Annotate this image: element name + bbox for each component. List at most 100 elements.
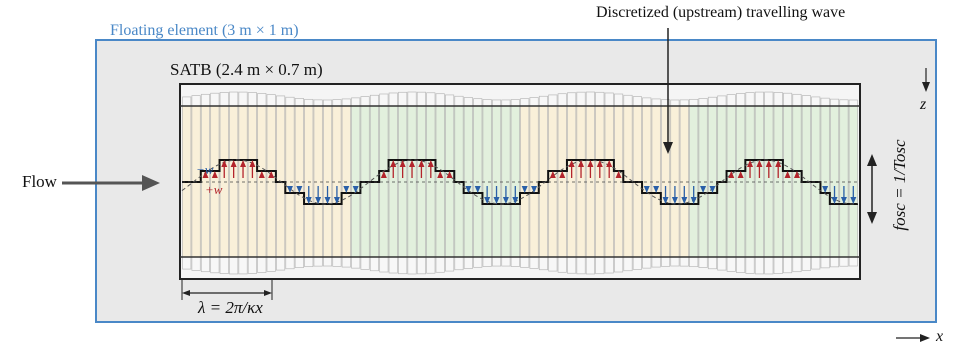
- velocity-arrowhead: [409, 160, 416, 167]
- velocity-arrowhead: [399, 160, 406, 167]
- slat: [407, 91, 417, 275]
- velocity-arrowhead: [559, 171, 566, 178]
- slat: [435, 93, 445, 273]
- slat: [792, 93, 802, 273]
- wavelength-bracket: [181, 278, 273, 300]
- velocity-arrowhead: [587, 160, 594, 167]
- velocity-arrowhead: [240, 160, 247, 167]
- slat: [595, 91, 605, 275]
- velocity-arrowhead: [775, 160, 782, 167]
- slat: [557, 93, 567, 273]
- velocity-arrowhead: [380, 171, 387, 178]
- slat: [322, 99, 333, 267]
- velocity-arrowhead: [728, 171, 735, 178]
- velocity-arrowhead: [305, 197, 312, 204]
- velocity-arrowhead: [643, 186, 650, 193]
- wave-label: Discretized (upstream) travelling wave: [596, 4, 846, 21]
- slat: [210, 92, 220, 274]
- velocity-arrowhead: [531, 186, 538, 193]
- velocity-arrowhead: [352, 186, 359, 193]
- velocity-arrowhead: [230, 160, 237, 167]
- velocity-arrowhead: [709, 186, 716, 193]
- velocity-arrowhead: [662, 197, 669, 204]
- velocity-arrowhead: [568, 160, 575, 167]
- slat: [313, 99, 323, 267]
- velocity-arrowhead: [427, 160, 434, 167]
- slat: [379, 93, 389, 273]
- velocity-arrowhead: [296, 186, 303, 193]
- slat: [848, 99, 858, 267]
- slat: [238, 91, 248, 275]
- slat: [351, 97, 361, 269]
- slat: [219, 92, 229, 274]
- velocity-arrowhead: [596, 160, 603, 167]
- velocity-arrowhead: [578, 160, 585, 167]
- velocity-arrowhead: [268, 171, 275, 178]
- slat: [764, 91, 774, 275]
- slat: [726, 94, 736, 272]
- slat: [266, 94, 276, 272]
- slat: [745, 92, 755, 274]
- slat: [229, 91, 239, 275]
- slat: [773, 92, 783, 274]
- velocity-arrowhead: [521, 186, 528, 193]
- velocity-arrowhead: [333, 197, 340, 204]
- velocity-arrows: [202, 160, 857, 204]
- plus-w-label: +w: [205, 182, 223, 197]
- slat: [257, 93, 267, 273]
- slat: [689, 98, 699, 268]
- slat: [660, 99, 671, 267]
- velocity-arrowhead: [211, 171, 218, 178]
- slat: [520, 98, 530, 268]
- velocity-arrowhead: [465, 186, 472, 193]
- slat: [548, 94, 558, 272]
- slat: [642, 97, 652, 269]
- slat: [754, 91, 764, 275]
- slat: [585, 91, 595, 275]
- flow-label: Flow: [22, 172, 57, 191]
- velocity-arrowhead: [747, 160, 754, 167]
- velocity-arrowhead: [390, 160, 397, 167]
- velocity-arrowhead: [615, 171, 622, 178]
- slat: [829, 98, 840, 268]
- velocity-arrowhead: [512, 197, 519, 204]
- slat: [614, 93, 624, 273]
- velocity-arrowhead: [258, 171, 265, 178]
- velocity-arrowhead: [822, 186, 829, 193]
- slat: [651, 98, 661, 268]
- slat: [670, 99, 680, 267]
- slat: [332, 99, 342, 267]
- slat: [304, 98, 314, 268]
- velocity-arrowhead: [756, 160, 763, 167]
- slat: [341, 98, 351, 268]
- slat: [707, 96, 718, 270]
- slat: [576, 91, 586, 275]
- z-axis-label: z: [920, 96, 927, 113]
- minus-w-label: −w: [196, 162, 214, 177]
- velocity-arrowhead: [700, 186, 707, 193]
- slat: [567, 92, 577, 274]
- slat: [510, 99, 520, 267]
- slat: [473, 98, 483, 268]
- slat: [463, 97, 473, 269]
- velocity-arrowhead: [324, 197, 331, 204]
- velocity-arrowhead: [446, 171, 453, 178]
- velocity-arrowhead: [484, 197, 491, 204]
- wave-callout-arrow: [663, 28, 673, 154]
- flow-arrow: [62, 175, 160, 191]
- x-axis-arrow: [896, 334, 930, 342]
- velocity-arrowhead: [831, 197, 838, 204]
- velocity-arrowhead: [474, 186, 481, 193]
- wave-step-line: [182, 159, 858, 205]
- wavelength-label: λ = 2π/κx: [198, 298, 263, 317]
- z-axis-arrow: [922, 68, 930, 92]
- frequency-label: fosc = 1/Tosc: [890, 139, 909, 231]
- velocity-arrowhead: [202, 171, 209, 178]
- slat: [783, 92, 793, 274]
- frequency-arrow: [867, 154, 877, 224]
- velocity-arrowhead: [502, 197, 509, 204]
- slat: [416, 91, 426, 275]
- x-axis-label: x: [936, 328, 944, 345]
- slat: [247, 92, 257, 274]
